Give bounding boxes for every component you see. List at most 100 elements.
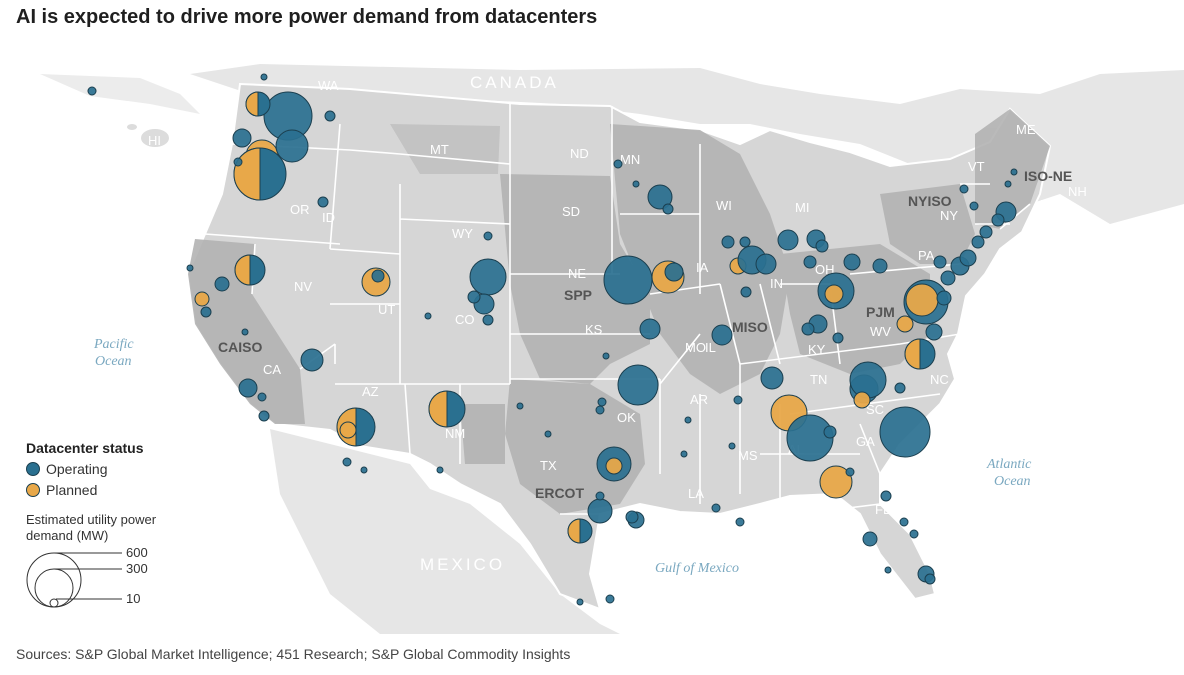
state-label-id: ID <box>322 210 335 225</box>
datacenter-marker <box>625 510 639 524</box>
datacenter-marker <box>258 410 270 422</box>
datacenter-marker <box>233 157 243 167</box>
state-label-nv: NV <box>294 279 312 294</box>
datacenter-marker <box>275 129 309 163</box>
state-label-pa: PA <box>918 248 935 263</box>
state-label-nc: NC <box>930 372 949 387</box>
us-datacenter-map: CANADA MEXICO HI Pacific Ocean Atlantic … <box>40 64 1184 634</box>
state-label-ks: KS <box>585 322 603 337</box>
state-label-ut: UT <box>378 302 395 317</box>
datacenter-marker <box>755 253 777 275</box>
datacenter-marker <box>257 392 267 402</box>
datacenter-marker <box>647 184 673 210</box>
datacenter-marker <box>238 378 258 398</box>
datacenter-marker <box>544 430 552 438</box>
datacenter-marker <box>576 598 584 606</box>
datacenter-marker <box>728 442 736 450</box>
datacenter-marker <box>924 573 936 585</box>
label-pacific-1: Pacific <box>93 337 134 352</box>
datacenter-marker <box>739 236 751 248</box>
datacenter-marker <box>721 235 735 249</box>
state-label-ct: CT <box>1022 232 1039 247</box>
datacenter-marker <box>214 276 230 292</box>
state-label-wa: WA <box>318 78 339 93</box>
datacenter-marker <box>1004 180 1012 188</box>
datacenter-marker <box>971 235 985 249</box>
legend-size-title: Estimated utility power demand (MW) <box>26 512 157 543</box>
datacenter-marker <box>617 364 659 406</box>
datacenter-marker <box>845 467 855 477</box>
state-label-az: AZ <box>362 384 379 399</box>
datacenter-marker <box>740 286 752 298</box>
state-label-mt: MT <box>430 142 449 157</box>
datacenter-marker <box>680 450 688 458</box>
legend-operating: Operating <box>26 461 186 477</box>
datacenter-marker <box>300 348 324 372</box>
state-label-la: LA <box>688 486 704 501</box>
state-label-mn: MN <box>620 152 640 167</box>
datacenter-marker <box>896 315 914 333</box>
state-label-in: IN <box>770 276 783 291</box>
iso-label-spp: SPP <box>564 287 592 303</box>
state-label-wi: WI <box>716 198 732 213</box>
state-label-va: VA <box>1015 338 1032 353</box>
datacenter-marker <box>711 503 721 513</box>
datacenter-marker <box>979 225 993 239</box>
datacenter-marker <box>894 382 906 394</box>
datacenter-marker <box>194 291 210 307</box>
datacenter-marker <box>936 290 952 306</box>
state-label-de: DE <box>1018 289 1036 304</box>
label-atlantic-2: Ocean <box>994 474 1031 489</box>
datacenter-marker <box>342 457 352 467</box>
datacenter-marker <box>436 466 444 474</box>
legend-planned: Planned <box>26 482 186 498</box>
size-label-600: 600 <box>126 548 148 560</box>
size-circle-300 <box>34 568 74 608</box>
datacenter-marker <box>469 258 507 296</box>
state-label-co: CO <box>455 312 475 327</box>
planned-half-marker <box>904 338 921 370</box>
datacenter-marker <box>862 531 878 547</box>
datacenter-marker <box>815 239 829 253</box>
legend-status-title: Datacenter status <box>26 440 144 456</box>
datacenter-marker <box>925 323 943 341</box>
datacenter-marker <box>482 314 494 326</box>
label-gulf: Gulf of Mexico <box>655 561 739 576</box>
state-label-ms: MS <box>738 448 758 463</box>
datacenter-marker <box>241 328 249 336</box>
state-label-mo: MO <box>685 340 706 355</box>
datacenter-marker <box>662 203 674 215</box>
datacenter-marker <box>483 231 493 241</box>
datacenter-marker <box>186 264 194 272</box>
planned-half-marker <box>234 254 251 286</box>
datacenter-marker <box>832 332 844 344</box>
datacenter-marker <box>880 490 892 502</box>
datacenter-marker <box>371 269 385 283</box>
datacenter-marker <box>684 416 692 424</box>
state-label-wv: WV <box>870 324 891 339</box>
datacenter-marker <box>317 196 329 208</box>
datacenter-marker <box>87 86 97 96</box>
iso-label-iso-ne: ISO-NE <box>1024 168 1072 184</box>
datacenter-bubbles <box>87 73 1018 606</box>
datacenter-marker <box>843 253 861 271</box>
state-label-nj: NJ <box>998 260 1014 275</box>
datacenter-marker <box>786 414 834 462</box>
state-label-ne: NE <box>568 266 586 281</box>
state-label-ca: CA <box>263 362 281 377</box>
label-canada: CANADA <box>470 73 559 92</box>
datacenter-marker <box>605 594 615 604</box>
datacenter-marker <box>940 270 956 286</box>
datacenter-marker <box>872 258 888 274</box>
mexico-landmass <box>270 429 620 634</box>
datacenter-marker <box>884 566 892 574</box>
state-label-md: MD <box>1018 302 1038 317</box>
datacenter-marker <box>969 201 979 211</box>
iso-label-nyiso: NYISO <box>908 193 952 209</box>
datacenter-marker <box>232 128 252 148</box>
state-label-wy: WY <box>452 226 473 241</box>
datacenter-marker <box>424 312 432 320</box>
state-label-vt: VT <box>968 159 985 174</box>
iso-label-ercot: ERCOT <box>535 485 584 501</box>
state-label-oh: OH <box>815 262 835 277</box>
